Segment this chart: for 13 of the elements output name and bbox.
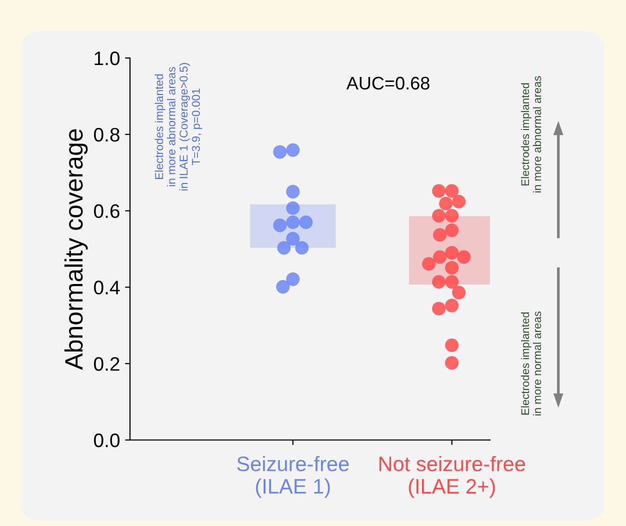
x-tick-label: Not seizure-free (ILAE 2+) xyxy=(379,456,526,498)
y-tick-label: 0.4 xyxy=(94,280,120,294)
y-tick-label: 0.8 xyxy=(94,128,120,142)
y-tick-label: 0.0 xyxy=(94,433,120,448)
y-tick-label: 1.0 xyxy=(94,51,120,66)
annotation: AUC=0.68 xyxy=(346,76,430,90)
text: Electrodes implanted in more normal areas xyxy=(520,312,542,416)
x-tick-label: Seizure-free (ILAE 1) xyxy=(237,456,349,498)
y-tick-label: 0.6 xyxy=(94,204,120,218)
annotation: Electrodes implanted in more abnormal areas in ILAE 1 (Coverage>0.5) T=3.9, p=0.001 xyxy=(154,63,202,190)
y-tick-label: 0.2 xyxy=(94,357,120,371)
text: Electrodes implanted in more abnormal areas xyxy=(520,76,542,192)
y-axis-title: Abnormality coverage xyxy=(64,129,88,370)
